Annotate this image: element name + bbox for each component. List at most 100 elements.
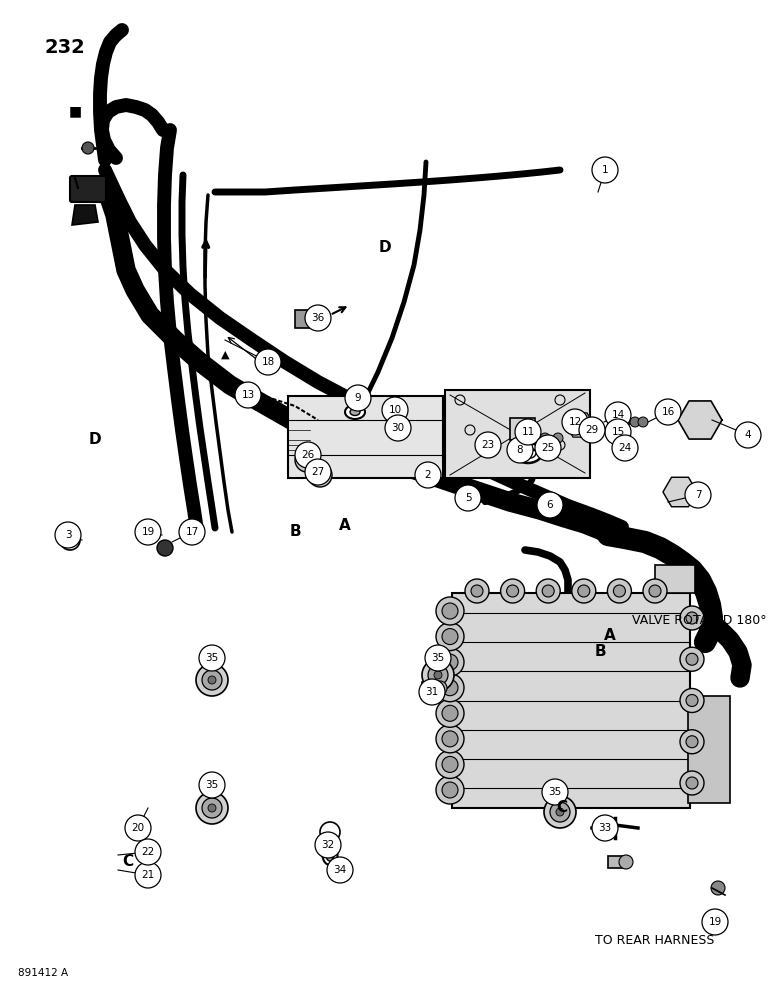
Circle shape (419, 679, 445, 705)
Circle shape (382, 397, 408, 423)
Bar (608, 856, 628, 868)
Circle shape (385, 415, 411, 441)
Text: 19: 19 (141, 527, 154, 537)
Circle shape (605, 402, 631, 428)
Text: 4: 4 (745, 430, 751, 440)
Ellipse shape (326, 849, 334, 861)
Circle shape (428, 665, 448, 685)
Circle shape (544, 796, 576, 828)
Text: C: C (123, 854, 134, 869)
Circle shape (434, 671, 442, 679)
Circle shape (55, 522, 81, 548)
Circle shape (680, 647, 704, 671)
Text: 13: 13 (242, 390, 255, 400)
Text: 12: 12 (568, 417, 581, 427)
Circle shape (301, 454, 313, 466)
Text: ■: ■ (69, 104, 82, 118)
Circle shape (686, 736, 698, 748)
Circle shape (202, 798, 222, 818)
Circle shape (655, 399, 681, 425)
Circle shape (680, 606, 704, 630)
Ellipse shape (514, 443, 542, 463)
Circle shape (442, 629, 458, 645)
Ellipse shape (520, 448, 536, 458)
Circle shape (202, 670, 222, 690)
Circle shape (577, 585, 590, 597)
Text: 1: 1 (601, 165, 608, 175)
Circle shape (442, 756, 458, 772)
Circle shape (436, 648, 464, 676)
Circle shape (208, 804, 216, 812)
Text: 35: 35 (432, 653, 445, 663)
Circle shape (680, 730, 704, 754)
Circle shape (308, 463, 332, 487)
Text: B: B (594, 645, 606, 660)
Polygon shape (445, 390, 590, 478)
Circle shape (540, 433, 550, 443)
Text: C: C (557, 800, 567, 816)
Circle shape (255, 349, 281, 375)
Circle shape (436, 699, 464, 727)
Text: 7: 7 (695, 490, 701, 500)
Bar (688, 696, 730, 803)
Text: ▲: ▲ (221, 350, 229, 360)
Circle shape (475, 432, 501, 458)
Circle shape (436, 597, 464, 625)
Circle shape (199, 772, 225, 798)
Circle shape (199, 645, 225, 671)
Circle shape (196, 792, 228, 824)
Bar (288, 396, 443, 478)
Circle shape (649, 585, 661, 597)
Circle shape (442, 731, 458, 747)
Text: 24: 24 (618, 443, 631, 453)
Text: 17: 17 (185, 527, 198, 537)
Circle shape (506, 585, 519, 597)
Text: 29: 29 (585, 425, 598, 435)
Text: A: A (339, 518, 351, 532)
Circle shape (608, 579, 631, 603)
FancyBboxPatch shape (70, 176, 106, 202)
Text: 34: 34 (334, 865, 347, 875)
Text: 21: 21 (141, 870, 154, 880)
Text: 30: 30 (391, 423, 405, 433)
Text: 9: 9 (354, 393, 361, 403)
Polygon shape (566, 413, 594, 437)
Circle shape (415, 462, 441, 488)
Circle shape (605, 419, 631, 445)
Circle shape (711, 881, 725, 895)
Text: 5: 5 (465, 493, 472, 503)
Circle shape (442, 782, 458, 798)
Circle shape (135, 839, 161, 865)
Circle shape (553, 433, 563, 443)
Text: D: D (89, 432, 101, 448)
Circle shape (686, 694, 698, 706)
Circle shape (507, 437, 533, 463)
Text: 35: 35 (548, 787, 561, 797)
Circle shape (686, 612, 698, 624)
Circle shape (135, 862, 161, 888)
Bar (422, 682, 442, 694)
Circle shape (327, 857, 353, 883)
Text: 19: 19 (709, 917, 722, 927)
Circle shape (556, 808, 564, 816)
Circle shape (235, 382, 261, 408)
Circle shape (425, 645, 451, 671)
Circle shape (515, 419, 541, 445)
Text: 25: 25 (541, 443, 554, 453)
Circle shape (735, 422, 761, 448)
Text: A: A (604, 628, 616, 643)
Circle shape (305, 305, 331, 331)
Circle shape (572, 579, 596, 603)
Text: TO REAR HARNESS: TO REAR HARNESS (595, 934, 714, 946)
Circle shape (436, 750, 464, 778)
Bar (655, 565, 695, 593)
Circle shape (295, 448, 319, 472)
Circle shape (500, 579, 525, 603)
Circle shape (436, 725, 464, 753)
Text: 23: 23 (482, 440, 495, 450)
Text: 2: 2 (425, 470, 432, 480)
Text: 20: 20 (131, 823, 144, 833)
Circle shape (436, 776, 464, 804)
Circle shape (537, 579, 560, 603)
Circle shape (436, 623, 464, 651)
